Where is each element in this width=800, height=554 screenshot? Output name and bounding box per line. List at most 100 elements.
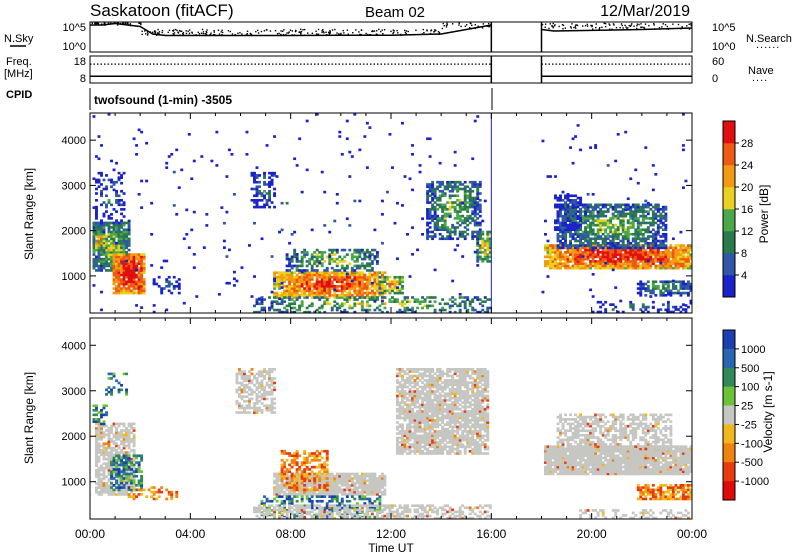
range-cell: [579, 248, 583, 252]
range-cell: [619, 212, 623, 216]
range-cell: [318, 291, 322, 295]
range-cell: [97, 435, 101, 439]
range-cell: [639, 308, 643, 311]
range-cell: [571, 210, 575, 213]
range-cell: [584, 244, 588, 247]
range-cell: [686, 305, 690, 309]
range-cell: [453, 230, 457, 234]
range-cell: [569, 253, 572, 256]
nsky-point: [198, 33, 201, 35]
range-cell: [365, 255, 369, 259]
range-cell: [380, 291, 384, 295]
range-cell: [288, 289, 292, 293]
range-cell: [132, 451, 136, 454]
range-cell: [566, 226, 570, 229]
range-cell: [681, 266, 685, 270]
nsky-point: [474, 24, 477, 26]
range-cell: [142, 280, 146, 284]
range-cell: [373, 294, 377, 297]
range-cell: [576, 196, 580, 200]
range-cell: [358, 251, 362, 254]
nsky-point: [195, 34, 197, 36]
range-cell: [461, 183, 465, 186]
nsky-point: [426, 30, 428, 32]
range-cell: [664, 287, 668, 290]
range-cell: [443, 185, 447, 189]
nsky-point: [688, 23, 690, 26]
range-cell: [255, 166, 259, 169]
range-cell: [102, 221, 106, 225]
nsky-point: [113, 22, 116, 24]
range-cell: [102, 424, 106, 428]
range-cell: [624, 246, 628, 250]
range-cell: [330, 284, 334, 288]
colorbar-tick-label: 12: [741, 226, 753, 238]
range-cell: [125, 465, 129, 469]
range-cell: [117, 431, 121, 435]
range-cell: [611, 205, 615, 209]
range-cell: [295, 253, 299, 256]
range-cell: [333, 275, 337, 279]
range-cell: [115, 266, 118, 270]
range-cell: [471, 157, 475, 161]
range-cell: [308, 262, 312, 265]
range-cell: [594, 255, 598, 259]
range-cell: [270, 180, 274, 184]
range-cell: [97, 260, 101, 263]
range-cell: [130, 253, 134, 256]
range-cell: [285, 271, 289, 275]
range-cell: [671, 255, 675, 259]
range-cell: [614, 217, 618, 220]
range-cell: [350, 155, 354, 158]
freq-frame: [89, 55, 693, 84]
range-cell: [571, 161, 575, 165]
range-cell: [681, 291, 685, 295]
range-cell: [631, 223, 635, 227]
range-cell: [591, 212, 595, 216]
range-cell: [453, 208, 457, 211]
range-cell: [320, 278, 324, 281]
range-cell: [451, 185, 455, 189]
range-cell: [639, 244, 643, 247]
range-cell: [471, 196, 475, 200]
range-cell: [107, 451, 111, 454]
range-cell: [426, 185, 430, 189]
range-cell: [115, 275, 118, 279]
range-cell: [368, 251, 372, 254]
range-cell: [117, 435, 121, 439]
range-cell: [403, 296, 407, 299]
range-cell: [621, 257, 625, 261]
range-cell: [340, 280, 344, 284]
range-cell: [283, 296, 287, 299]
range-cell: [671, 291, 675, 295]
range-cell: [370, 289, 374, 293]
range-cell: [95, 457, 98, 461]
range-cell: [165, 497, 169, 501]
range-cell: [401, 121, 404, 125]
range-cell: [549, 260, 552, 263]
range-cell: [305, 280, 309, 284]
range-cell: [137, 275, 141, 279]
range-cell: [122, 228, 126, 232]
range-cell: [95, 192, 98, 195]
range-cell: [380, 310, 384, 314]
range-cell: [571, 232, 575, 236]
range-cell: [358, 278, 362, 281]
range-cell: [363, 282, 367, 286]
range-cell: [651, 219, 655, 222]
range-cell: [681, 244, 685, 247]
range-cell: [105, 453, 108, 457]
range-cell: [679, 264, 683, 268]
range-cell: [323, 282, 327, 286]
range-cell: [117, 269, 121, 272]
range-cell: [260, 237, 264, 241]
range-cell: [636, 266, 640, 270]
range-cell: [112, 458, 116, 462]
range-cell: [651, 217, 655, 220]
range-cell: [659, 257, 663, 261]
range-cell: [398, 282, 402, 286]
range-cell: [140, 458, 144, 462]
colorbar-swatch: [723, 165, 735, 188]
range-cell: [325, 282, 329, 286]
range-cell: [554, 257, 557, 261]
